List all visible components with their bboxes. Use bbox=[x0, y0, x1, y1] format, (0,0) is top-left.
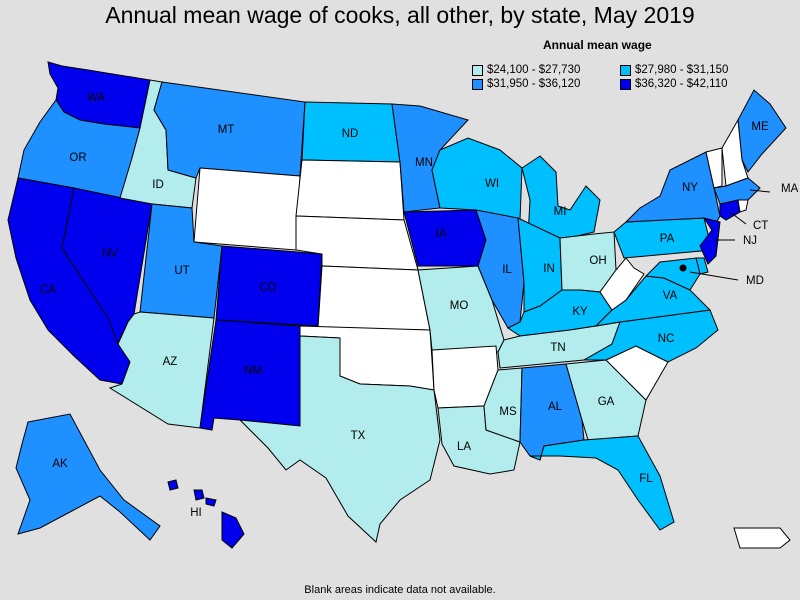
state-label-az: AZ bbox=[163, 356, 178, 368]
state-label-nc: NC bbox=[658, 333, 675, 345]
state-label-ms: MS bbox=[499, 406, 517, 418]
legend-swatch-3 bbox=[472, 78, 483, 90]
legend-swatch-1 bbox=[472, 64, 483, 76]
state-label-la: LA bbox=[457, 441, 471, 453]
legend-label-4: $36,320 - $42,110 bbox=[635, 78, 728, 90]
map-title: Annual mean wage of cooks, all other, by… bbox=[105, 2, 695, 28]
state-label-ct: CT bbox=[753, 220, 768, 232]
state-label-va: VA bbox=[663, 290, 678, 302]
state-label-fl: FL bbox=[639, 473, 653, 485]
legend-swatch-2 bbox=[620, 64, 631, 76]
legend-label-2: $27,980 - $31,150 bbox=[635, 64, 729, 76]
state-label-ny: NY bbox=[682, 182, 698, 194]
state-pr bbox=[733, 527, 791, 549]
state-ks bbox=[317, 265, 431, 331]
leader-line-ct bbox=[729, 211, 747, 225]
state-label-hi: HI bbox=[190, 507, 202, 519]
state-nh bbox=[721, 118, 749, 187]
state-label-pa: PA bbox=[660, 233, 675, 245]
state-label-mo: MO bbox=[450, 300, 469, 312]
state-label-ky: KY bbox=[572, 306, 588, 318]
state-ri bbox=[737, 199, 749, 213]
state-label-wi: WI bbox=[485, 178, 499, 190]
legend-item-1: $24,100 - $27,730 bbox=[472, 64, 580, 76]
state-label-id: ID bbox=[152, 179, 164, 191]
state-label-mi: MI bbox=[554, 206, 567, 218]
state-tx bbox=[238, 335, 441, 543]
state-label-wa: WA bbox=[87, 92, 105, 104]
state-pa bbox=[613, 217, 713, 259]
state-label-in: IN bbox=[543, 263, 555, 275]
state-label-ia: IA bbox=[436, 228, 447, 240]
state-label-nv: NV bbox=[102, 248, 118, 260]
state-label-co: CO bbox=[259, 282, 276, 294]
state-label-ga: GA bbox=[598, 396, 615, 408]
state-label-il: IL bbox=[502, 264, 512, 276]
legend-item-4: $36,320 - $42,110 bbox=[620, 78, 728, 90]
state-sd bbox=[295, 159, 405, 221]
state-label-mt: MT bbox=[218, 124, 235, 136]
state-ak bbox=[15, 413, 161, 541]
legend-item-3: $31,950 - $36,120 bbox=[472, 78, 580, 90]
state-nj bbox=[699, 217, 721, 265]
legend-item-2: $27,980 - $31,150 bbox=[620, 64, 728, 76]
state-wv bbox=[599, 257, 645, 311]
state-label-tn: TN bbox=[550, 342, 565, 354]
legend-label-3: $31,950 - $36,120 bbox=[487, 78, 581, 90]
legend-label-1: $24,100 - $27,730 bbox=[487, 64, 581, 76]
state-label-me: ME bbox=[751, 121, 769, 133]
state-label-ma: MA bbox=[781, 183, 799, 195]
state-fl bbox=[529, 435, 675, 531]
state-label-ak: AK bbox=[52, 458, 68, 470]
state-label-ca: CA bbox=[40, 284, 56, 296]
legend-swatch-4 bbox=[620, 78, 631, 90]
state-label-nj: NJ bbox=[743, 235, 757, 247]
state-az bbox=[108, 311, 215, 429]
state-label-ut: UT bbox=[174, 265, 189, 277]
state-label-tx: TX bbox=[351, 430, 366, 442]
state-label-oh: OH bbox=[589, 255, 606, 267]
state-hi bbox=[167, 479, 245, 549]
state-label-md: MD bbox=[746, 275, 764, 287]
dc-marker bbox=[679, 264, 687, 272]
state-vt bbox=[705, 147, 723, 189]
state-label-mn: MN bbox=[415, 157, 433, 169]
state-ct bbox=[719, 199, 741, 221]
legend-title: Annual mean wage bbox=[543, 38, 652, 52]
state-label-or: OR bbox=[69, 152, 86, 164]
leader-line-md bbox=[689, 271, 739, 281]
footnote: Blank areas indicate data not available. bbox=[304, 584, 496, 596]
state-label-nd: ND bbox=[342, 128, 359, 140]
state-label-nm: NM bbox=[244, 365, 262, 377]
state-wy bbox=[193, 167, 301, 251]
state-label-al: AL bbox=[548, 401, 563, 413]
leader-line-ma bbox=[749, 189, 771, 193]
